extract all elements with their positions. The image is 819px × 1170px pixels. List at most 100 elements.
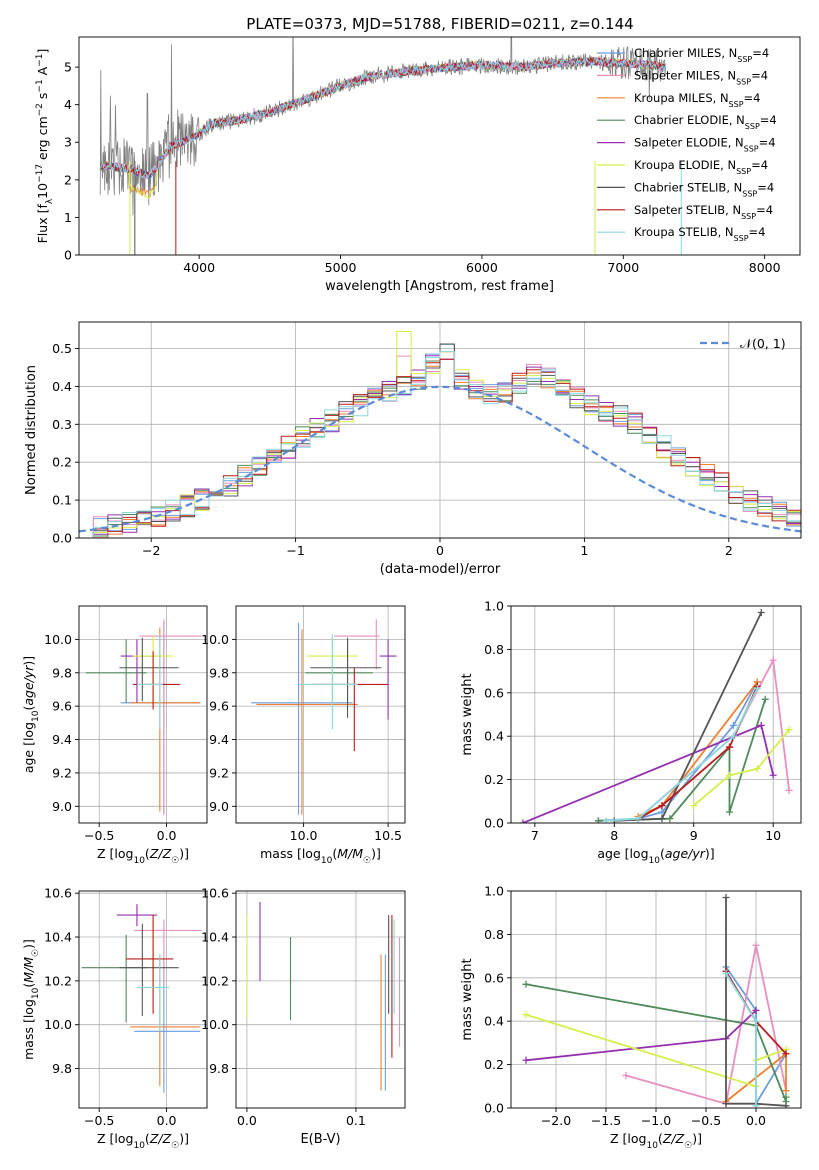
y-tick-label: 5 [64, 60, 72, 75]
label-part: ☉ [171, 1141, 179, 1151]
axes-frame: −2.0 −1.5 −1.0 −0.5 0.0 0.0 0.2 0.4 0.6 0.8 1.0 Z [… [460, 884, 802, 1151]
axes-frame: −2 −1 0 1 2 0.0 0.1 0.2 0.3 0.4 0.5 𝒩(0, 1) (data-mo… [24, 321, 802, 577]
y-label-part: −1 [35, 54, 45, 67]
errorbar-point [119, 637, 179, 702]
y-label-part: Flux [f [35, 204, 50, 244]
x-tick-label: 10.0 [290, 828, 318, 843]
y-tick-label: 10.2 [44, 973, 72, 988]
y-label-part: −2 [35, 103, 45, 116]
label-part: ( [660, 846, 665, 861]
label-part: Z [log [97, 846, 133, 861]
weight-marker [522, 980, 530, 988]
x-tick-label: −1.0 [641, 1113, 671, 1128]
label-part: )] [179, 1131, 189, 1146]
label-part: )] [21, 939, 36, 949]
y-tick-label: 3 [64, 135, 72, 150]
label-part: 10 [31, 710, 41, 722]
x-tick-label: −1.5 [591, 1113, 621, 1128]
y-tick-label: 1.0 [484, 884, 504, 899]
label-part: ( [145, 1131, 150, 1146]
x-axis-label: E(B-V) [300, 1132, 340, 1147]
legend-entry: 𝒩(0, 1) [740, 336, 786, 351]
weight-marker [722, 894, 730, 902]
y-tick-label: 2 [64, 172, 72, 187]
axes-frame: −0.5 0.09.810.010.210.410.6Z [log10(Z/Z☉)… [21, 886, 208, 1151]
y-tick-label: 9.8 [209, 1061, 229, 1076]
label-part: age [log [597, 846, 648, 861]
plot-area [85, 619, 202, 815]
axes-border [78, 605, 208, 824]
x-tick-label: 0.0 [157, 1113, 177, 1128]
errorbar-point [136, 634, 163, 730]
y-tick-label: 0.8 [484, 642, 504, 657]
label-part: ☉ [363, 856, 371, 866]
y-tick-label: 0 [64, 248, 72, 263]
errorbar-point [379, 639, 397, 720]
y-tick-label: 0.0 [484, 1101, 504, 1116]
x-tick-label: −2 [142, 543, 160, 558]
panel-residuals: −2 −1 0 1 2 0.0 0.1 0.2 0.3 0.4 0.5 𝒩(0, 1) (data-mo… [24, 321, 802, 577]
y-tick-label: 0.6 [484, 970, 504, 985]
x-tick-label: 1 [580, 543, 588, 558]
y-axis-label: mass weight [460, 673, 475, 755]
x-tick-label: 0.1 [346, 1113, 366, 1128]
y-label-part: s [35, 93, 50, 104]
panel-weight-vs-metallicity: −2.0 −1.5 −1.0 −0.5 0.0 0.0 0.2 0.4 0.6 0.8 1.0 Z [… [460, 884, 802, 1151]
legend-entry: Chabrier STELIB, NSSP=4 [634, 180, 774, 198]
label-part: M/M [337, 846, 363, 861]
weight-marker [666, 815, 674, 823]
y-tick-label: 10.0 [44, 632, 72, 647]
legend-entry: Kroupa MILES, NSSP=4 [634, 91, 760, 109]
label-part: )] [371, 846, 381, 861]
y-tick-label: 9.8 [52, 665, 72, 680]
label-part: )] [705, 846, 715, 861]
weight-marker [753, 684, 761, 692]
errorbar-point [310, 637, 382, 718]
legend-entry: Chabrier MILES, NSSP=4 [634, 46, 769, 64]
axes-frame: 4000 5000 6000 7000 8000 0 1 2 3 4 5 wavelength [An… [35, 36, 801, 294]
legend-entry: Kroupa STELIB, NSSP=4 [634, 225, 765, 243]
y-label-part: A [35, 66, 50, 79]
errorbar-point [136, 954, 170, 1032]
weight-marker [602, 817, 610, 823]
plot-area [251, 619, 397, 815]
label-part: 10 [321, 856, 333, 866]
weight-marker [752, 941, 760, 949]
y-label-part: erg cm [35, 116, 50, 164]
x-axis-label: wavelength [Angstrom, rest frame] [325, 279, 554, 294]
x-axis-label: Z [log10(Z/Z☉)] [97, 1131, 189, 1151]
x-tick-label: 0 [436, 543, 444, 558]
x-axis-label: (data-model)/error [380, 562, 501, 577]
axes-border [235, 605, 406, 824]
y-tick-label: 9.2 [209, 765, 229, 780]
y-tick-label: 0.4 [52, 379, 72, 394]
legend-entry: Chabrier ELODIE, NSSP=4 [634, 113, 777, 131]
weight-marker [729, 732, 737, 740]
weight-line-6 [725, 897, 787, 1107]
y-tick-label: 0.2 [484, 1057, 504, 1072]
x-tick-label: 8000 [749, 260, 781, 275]
plot-area [81, 904, 202, 1093]
y-label-part: −1 [35, 79, 45, 92]
label-part: ( [21, 983, 36, 988]
label-part: M/M [21, 957, 36, 983]
x-tick-label: 2 [725, 543, 733, 558]
y-label-part: 10 [35, 183, 50, 199]
weight-marker [782, 1087, 790, 1095]
weight-marker [785, 726, 793, 734]
x-axis-label: age [log10(age/yr)] [597, 846, 714, 866]
x-axis-label: Z [log10(Z/Z☉)] [610, 1131, 702, 1151]
y-tick-label: 9.6 [209, 699, 229, 714]
panel-age-vs-mass: 10.0 10.5 9.0 9.2 9.4 9.6 9.8 10.0 mass [log10(M… [201, 605, 406, 866]
label-part: Z [log [97, 1131, 133, 1146]
x-axis-label: Z [log10(Z/Z☉)] [97, 846, 189, 866]
label-part: 10 [646, 1141, 658, 1151]
legend-entry: Salpeter STELIB, NSSP=4 [634, 203, 773, 221]
x-tick-label: 10 [765, 828, 781, 843]
chart-panels: 4000 5000 6000 7000 8000 0 1 2 3 4 5 wavelength [An… [21, 36, 802, 1151]
axes-border [510, 605, 802, 824]
y-tick-label: 0.3 [52, 417, 72, 432]
